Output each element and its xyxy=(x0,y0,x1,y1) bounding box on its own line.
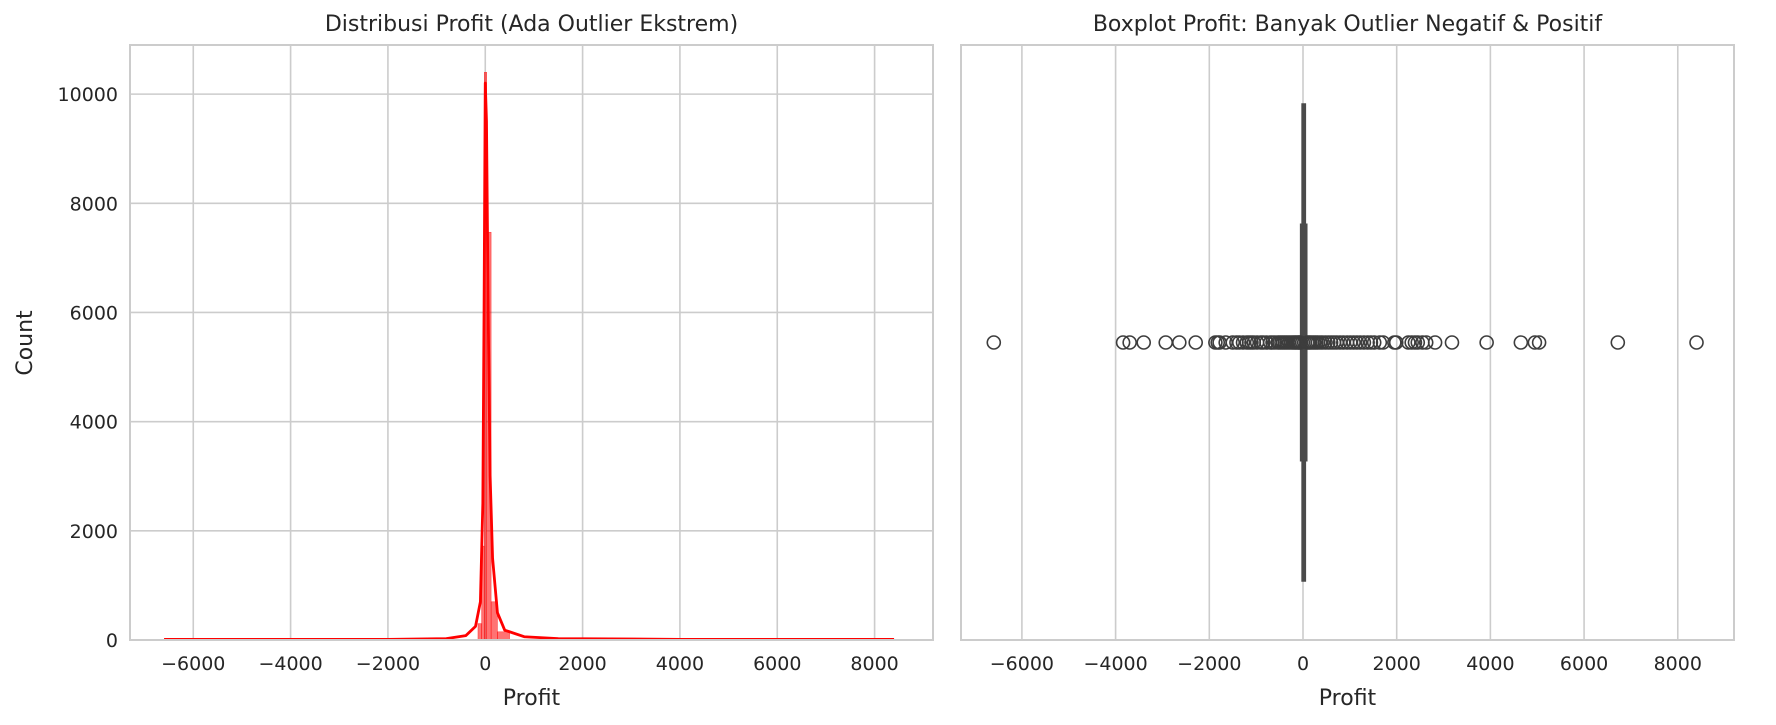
histogram-bar xyxy=(497,631,510,641)
boxplot-outlier-point xyxy=(1235,335,1251,350)
boxplot-x-tick-label: 8000 xyxy=(1654,653,1702,675)
histogram-x-tick-label: 4000 xyxy=(656,653,704,675)
histogram-y-tick-label: 10000 xyxy=(58,84,118,106)
histogram-kde-line xyxy=(164,81,895,641)
boxplot-outlier-point xyxy=(1366,335,1382,350)
histogram-y-axis-label: Count xyxy=(13,310,38,376)
boxplot-outlier-point xyxy=(1689,335,1704,350)
boxplot-x-tick-labels: −6000 −4000 −2000 0 2000 4000 6000 8000 xyxy=(990,653,1702,675)
histogram-bar xyxy=(477,623,482,641)
boxplot-outlier-point xyxy=(1122,335,1137,350)
histogram-y-tick-label: 0 xyxy=(106,630,118,652)
boxplot-outlier-point xyxy=(1225,335,1241,350)
boxplot-outlier-point xyxy=(1172,335,1187,350)
histogram-y-tick-label: 4000 xyxy=(70,412,118,434)
boxplot-outlier-point xyxy=(1444,335,1460,350)
boxplot-title: Boxplot Profit: Banyak Outlier Negatif &… xyxy=(1093,12,1604,37)
histogram-y-tick-labels: 0 2000 4000 6000 8000 10000 xyxy=(58,84,118,652)
boxplot-x-axis-label: Profit xyxy=(1319,686,1377,711)
boxplot-outlier-point xyxy=(1388,335,1404,350)
histogram-x-tick-label: −6000 xyxy=(161,653,225,675)
boxplot-outlier-point xyxy=(1479,335,1494,350)
histogram-x-tick-labels: −6000 −4000 −2000 0 2000 4000 6000 8000 xyxy=(161,653,899,675)
histogram-x-tick-label: −4000 xyxy=(258,653,322,675)
histogram-x-tick-label: 6000 xyxy=(753,653,801,675)
boxplot-outlier-point xyxy=(986,335,1002,350)
boxplot-outlier-point xyxy=(1115,335,1131,350)
boxplot-outlier-point xyxy=(1352,335,1368,350)
boxplot-outlier-point xyxy=(1418,335,1434,350)
histogram-x-axis-label: Profit xyxy=(503,686,561,711)
boxplot-outlier-point xyxy=(1610,335,1626,350)
boxplot-x-tick-label: 0 xyxy=(1297,653,1309,675)
histogram-x-tick-label: 0 xyxy=(479,653,491,675)
histogram-y-tick-label: 8000 xyxy=(70,193,118,215)
boxplot-x-tick-label: 2000 xyxy=(1373,653,1421,675)
boxplot-outlier-point xyxy=(1531,335,1547,350)
boxplot-axes-frame xyxy=(960,44,1735,641)
histogram-title: Distribusi Profit (Ada Outlier Ekstrem) xyxy=(325,12,738,37)
boxplot-outlier-markers xyxy=(986,335,1704,350)
boxplot-x-tick-label: 4000 xyxy=(1466,653,1514,675)
histogram-axes-frame xyxy=(129,44,934,641)
boxplot-outlier-point xyxy=(1527,335,1543,350)
boxplot-outlier-point xyxy=(1410,335,1426,350)
boxplot-x-tick-label: −4000 xyxy=(1083,653,1147,675)
boxplot-outlier-point xyxy=(1136,335,1152,350)
histogram-x-tick-label: 8000 xyxy=(850,653,898,675)
histogram-x-tick-label: 2000 xyxy=(558,653,606,675)
boxplot-outlier-point xyxy=(1188,335,1204,350)
boxplot-outlier-point xyxy=(1513,335,1529,350)
histogram-x-tick-label: −2000 xyxy=(356,653,420,675)
histogram-y-tick-label: 2000 xyxy=(70,521,118,543)
histogram-panel: −6000 −4000 −2000 0 2000 4000 6000 8000 0 2000 40… xyxy=(13,12,934,711)
boxplot-outlier-point xyxy=(1427,335,1443,350)
boxplot-outlier-point xyxy=(1292,335,1308,350)
boxplot-outlier-point xyxy=(1231,335,1247,350)
boxplot-x-tick-label: −6000 xyxy=(990,653,1054,675)
boxplot-x-tick-label: −2000 xyxy=(1177,653,1241,675)
boxplot-outlier-point xyxy=(1356,335,1372,350)
boxplot-x-tick-label: 6000 xyxy=(1560,653,1608,675)
histogram-y-tick-label: 6000 xyxy=(70,302,118,324)
boxplot-panel: −6000 −4000 −2000 0 2000 4000 6000 8000 Boxplot… xyxy=(960,12,1735,711)
